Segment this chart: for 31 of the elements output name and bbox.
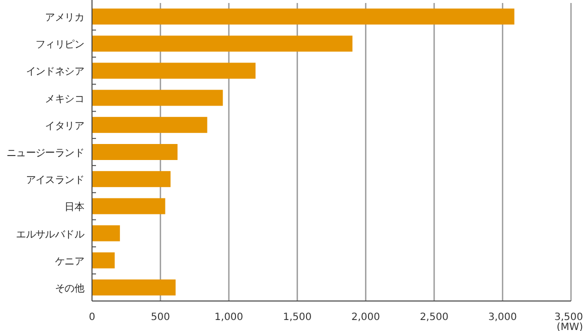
bar xyxy=(92,62,256,79)
bar xyxy=(92,116,208,133)
x-tick-label: 1,500 xyxy=(282,312,312,323)
y-tick-label: エルサルバドル xyxy=(16,229,84,240)
x-tick-label: 1,000 xyxy=(214,312,244,323)
x-tick-label: 3,500 xyxy=(554,312,583,323)
x-tick-label: 2,000 xyxy=(351,312,380,323)
bar xyxy=(92,279,176,296)
x-tick-label: 500 xyxy=(150,312,170,323)
y-tick-label: アイスランド xyxy=(26,175,84,186)
y-tick-label: ニュージーランド xyxy=(6,148,84,159)
y-tick-label: フィリピン xyxy=(35,40,84,51)
y-tick-label: その他 xyxy=(54,282,84,294)
y-tick-label: イタリア xyxy=(45,120,84,132)
bar xyxy=(92,198,166,214)
bar xyxy=(92,36,352,52)
y-tick-label: ケニア xyxy=(54,256,84,268)
y-tick-label: インドネシア xyxy=(26,66,84,78)
y-tick-label: メキシコ xyxy=(45,94,84,105)
bar xyxy=(92,90,223,106)
y-tick-label: アメリカ xyxy=(45,12,84,24)
bar xyxy=(92,252,115,268)
bar xyxy=(92,171,171,188)
x-axis-title: (MW) xyxy=(556,322,584,331)
x-tick-label: 2,500 xyxy=(420,312,448,323)
x-tick-label: 0 xyxy=(88,312,96,323)
y-tick-label: 日本 xyxy=(64,201,84,214)
x-tick-label: 3,000 xyxy=(488,312,517,323)
bar xyxy=(92,8,514,25)
bar xyxy=(92,225,120,242)
bar xyxy=(92,144,178,160)
